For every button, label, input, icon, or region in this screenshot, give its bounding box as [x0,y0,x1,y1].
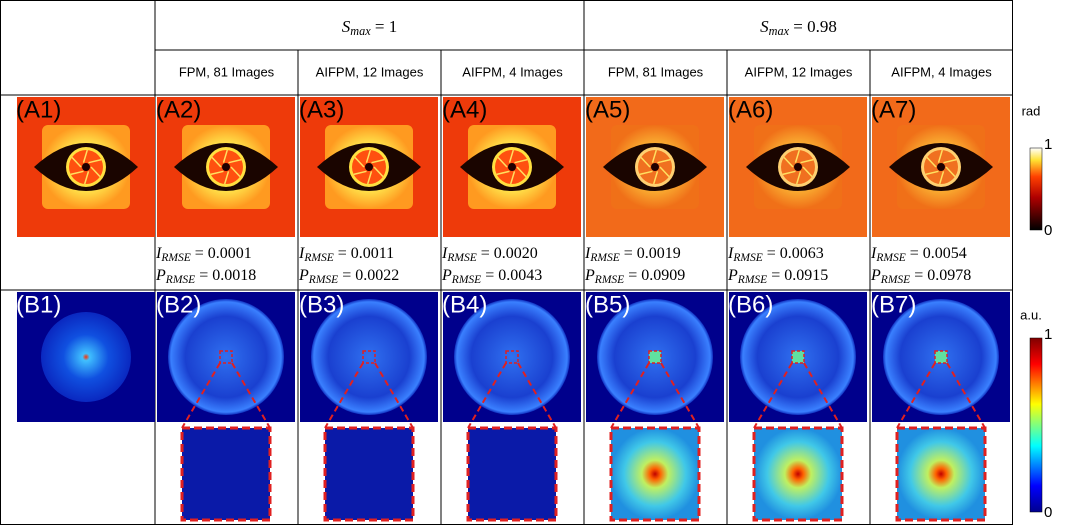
colorbar [1030,338,1042,512]
expr-rest: = 0.0020 [477,245,538,262]
symbol: P [298,267,309,284]
colorbar-max: 1 [1044,326,1052,343]
zoom-box [182,428,270,520]
panel-label: (B2) [156,291,201,318]
expr-rest: = 0.0022 [338,267,399,284]
subscript: RMSE [732,252,762,264]
metric-p: PRMSE = 0.0018 [155,267,256,286]
metric-p: PRMSE = 0.0909 [584,267,685,286]
subscript: RMSE [165,274,195,286]
subscript: RMSE [451,274,481,286]
panel-label: (B7) [871,291,916,318]
expr-rest: = 0.98 [789,17,837,36]
panel-label: (B4) [442,291,487,318]
panel-label: (B3) [299,291,344,318]
spectrum [41,312,131,402]
symbol: P [727,267,738,284]
symbol: P [441,267,452,284]
metric-i: IRMSE = 0.0001 [155,245,252,264]
expr-rest: = 0.0019 [620,245,681,262]
subscript: RMSE [303,252,333,264]
pupil [937,163,945,171]
pupil [651,163,659,171]
expr-rest: = 0.0909 [624,267,685,284]
panel-label: (B1) [16,291,61,318]
symbol: P [155,267,166,284]
column-header: AIFPM, 12 Images [745,64,853,79]
zoom-roi [792,351,804,363]
colorbar-max: 1 [1044,136,1052,153]
pupil [222,163,230,171]
metric-i: IRMSE = 0.0019 [584,245,681,264]
zoom-box [468,428,556,520]
subscript: RMSE [589,252,619,264]
subscript: RMSE [594,274,624,286]
group-title: Smax = 0.98 [760,17,837,38]
zoom-box [325,428,413,520]
symbol: P [584,267,595,284]
zoom-box [611,428,699,520]
expr-rest: = 0.0001 [191,245,252,262]
column-header: AIFPM, 12 Images [316,64,424,79]
column-header: FPM, 81 Images [608,64,704,79]
metric-i: IRMSE = 0.0011 [298,245,394,264]
column-header: AIFPM, 4 Images [462,64,563,79]
zoom-box [897,428,985,520]
metric-i: IRMSE = 0.0054 [870,245,967,264]
expr-rest: = 0.0018 [195,267,256,284]
panel-label: (A2) [156,96,201,123]
panel-label: (A5) [585,96,630,123]
panel-label: (A3) [299,96,344,123]
group-title: Smax = 1 [342,17,397,38]
panel-label: (A7) [871,96,916,123]
pupil [508,163,516,171]
subscript: max [769,24,790,38]
subscript: RMSE [875,252,905,264]
colorbar [1030,148,1042,230]
metric-i: IRMSE = 0.0063 [727,245,824,264]
expr-rest: = 1 [371,17,398,36]
subscript: max [350,24,371,38]
pupil [794,163,802,171]
subscript: RMSE [308,274,338,286]
expr-rest: = 0.0978 [910,267,971,284]
symbol: P [870,267,881,284]
column-header: FPM, 81 Images [179,64,275,79]
subscript: RMSE [880,274,910,286]
panel-label: (A6) [728,96,773,123]
subscript: RMSE [160,252,190,264]
colorbar-unit: a.u. [1020,307,1042,322]
zoom-roi [649,351,661,363]
panel-label: (A4) [442,96,487,123]
pupil [82,163,90,171]
zoom-box [754,428,842,520]
figure: Smax = 1 Smax = 0.98 FPM, 81 Images AIFPM, … [0,0,1065,525]
expr-rest: = 0.0054 [906,245,967,262]
metric-p: PRMSE = 0.0978 [870,267,971,286]
zoom-roi [935,351,947,363]
subscript: RMSE [737,274,767,286]
colorbar-min: 0 [1044,222,1052,239]
expr-rest: = 0.0063 [763,245,824,262]
panel-label: (A1) [16,96,61,123]
panel-label: (B5) [585,291,630,318]
panel-label: (B6) [728,291,773,318]
metric-p: PRMSE = 0.0043 [441,267,542,286]
column-header: AIFPM, 4 Images [891,64,992,79]
metric-i: IRMSE = 0.0020 [441,245,538,264]
pupil [365,163,373,171]
colorbar-unit: rad [1022,103,1041,118]
subscript: RMSE [446,252,476,264]
metric-p: PRMSE = 0.0915 [727,267,828,286]
colorbar-min: 0 [1044,504,1052,521]
expr-rest: = 0.0011 [334,245,394,262]
metric-p: PRMSE = 0.0022 [298,267,399,286]
expr-rest: = 0.0043 [481,267,542,284]
expr-rest: = 0.0915 [767,267,828,284]
